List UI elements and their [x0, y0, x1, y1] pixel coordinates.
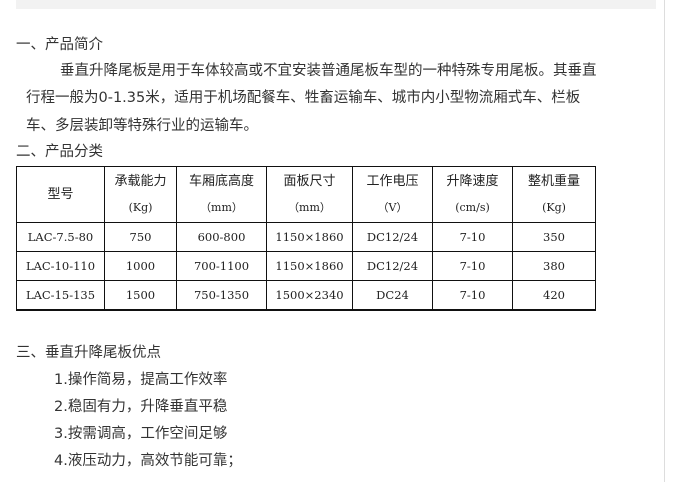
table-cell: LAC-7.5-80	[16, 222, 105, 252]
header-voltage: 工作电压 （V）	[352, 166, 433, 223]
right-border	[664, 0, 665, 482]
paragraph-line-2: 行程一般为0-1.35米，适用于机场配餐车、牲畜运输车、城市内小型物流厢式车、栏…	[26, 90, 581, 106]
table-cell: 1150×1860	[266, 222, 353, 252]
product-table: 型号 承载能力 (Kg) 车厢底高度 （mm） 面板尺寸 （mm） 工作电压 （V） 升…	[16, 166, 596, 311]
table-cell: 380	[512, 251, 596, 281]
advantage-item: 4.液压动力，高效节能可靠；	[54, 453, 242, 469]
table-header-row: 型号 承载能力 (Kg) 车厢底高度 （mm） 面板尺寸 （mm） 工作电压 （V） 升…	[16, 166, 596, 223]
paragraph-line-3: 车、多层装卸等特殊行业的运输车。	[26, 118, 258, 134]
table-cell: 420	[512, 280, 596, 311]
table-cell: DC12/24	[352, 222, 433, 252]
table-cell: 1150×1860	[266, 251, 353, 281]
header-panel-size: 面板尺寸 （mm）	[266, 166, 353, 223]
paragraph-line-1: 垂直升降尾板是用于车体较高或不宜安装普通尾板车型的一种特殊专用尾板。其垂直	[60, 63, 597, 79]
table-row: LAC-15-135 1500 750-1350 1500×2340 DC24 7-10 4…	[16, 280, 596, 311]
header-model: 型号	[16, 166, 105, 223]
table-cell: 750	[104, 222, 177, 252]
table-cell: 1000	[104, 251, 177, 281]
table-row: LAC-7.5-80 750 600-800 1150×1860 DC12/24 7-10…	[16, 222, 596, 252]
section1-heading: 一、产品简介	[16, 37, 103, 53]
table-cell: DC12/24	[352, 251, 433, 281]
header-capacity: 承载能力 (Kg)	[104, 166, 177, 223]
table-cell: 750-1350	[176, 280, 267, 311]
table-cell: LAC-10-110	[16, 251, 105, 281]
advantage-item: 3.按需调高，工作空间足够	[54, 426, 228, 442]
top-panel	[16, 0, 656, 9]
advantage-item: 1.操作简易，提高工作效率	[54, 372, 228, 388]
table-cell: DC24	[352, 280, 433, 311]
table-cell: LAC-15-135	[16, 280, 105, 311]
advantage-item: 2.稳固有力，升降垂直平稳	[54, 399, 228, 415]
table-cell: 7-10	[432, 251, 513, 281]
table-cell: 1500×2340	[266, 280, 353, 311]
section3-heading: 三、垂直升降尾板优点	[16, 345, 161, 361]
header-weight: 整机重量 (Kg)	[512, 166, 596, 223]
table-cell: 7-10	[432, 222, 513, 252]
table-cell: 350	[512, 222, 596, 252]
table-cell: 600-800	[176, 222, 267, 252]
table-row: LAC-10-110 1000 700-1100 1150×1860 DC12/24 7-…	[16, 251, 596, 281]
table-cell: 7-10	[432, 280, 513, 311]
section2-heading: 二、产品分类	[16, 144, 103, 160]
header-floor-height: 车厢底高度 （mm）	[176, 166, 267, 223]
header-speed: 升降速度 (cm/s)	[432, 166, 513, 223]
table-cell: 1500	[104, 280, 177, 311]
table-cell: 700-1100	[176, 251, 267, 281]
